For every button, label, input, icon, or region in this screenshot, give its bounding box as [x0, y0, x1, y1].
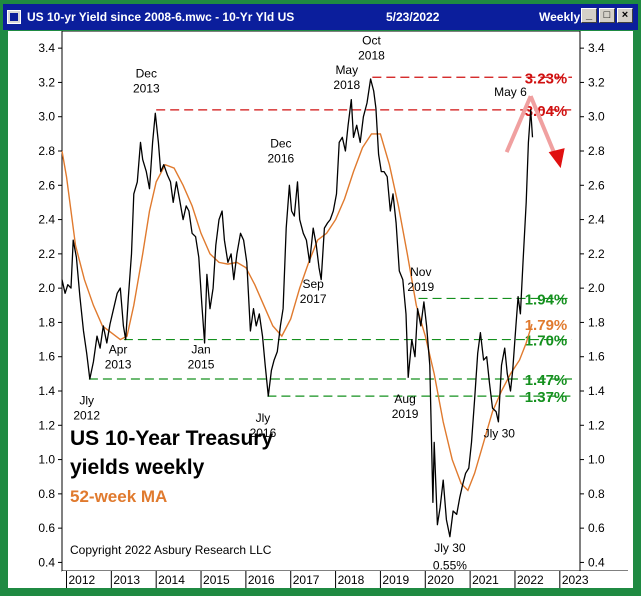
y-tick-label-left: 2.8: [38, 144, 55, 158]
date-annotation: Sep 2017: [300, 277, 327, 306]
y-tick-label-right: 3.2: [588, 75, 605, 89]
x-axis-band: [62, 571, 628, 588]
y-tick-label-right: 0.6: [588, 521, 605, 535]
x-tick-label: 2014: [158, 573, 185, 587]
title-bar[interactable]: US 10-yr Yield since 2008-6.mwc - 10-Yr …: [3, 4, 638, 30]
date-annotation: Dec 2013: [133, 66, 160, 95]
y-tick-label-left: 0.6: [38, 521, 55, 535]
date-annotation: Apr 2013: [105, 342, 132, 371]
up-arrow-shaft: [504, 95, 533, 153]
y-tick-label-right: 1.6: [588, 350, 605, 364]
chart-title-line2: yields weekly: [70, 456, 205, 479]
resistance-level-label: 3.23%: [525, 70, 568, 87]
y-tick-label-left: 0.4: [38, 555, 55, 569]
period-label: Weekly: [539, 10, 581, 24]
support-level-label: 1.94%: [525, 291, 568, 308]
y-tick-label-right: 0.8: [588, 487, 605, 501]
x-tick-label: 2013: [113, 573, 140, 587]
x-tick-label: 2016: [248, 573, 275, 587]
date-annotation: Dec 2016: [268, 137, 295, 166]
y-tick-label-left: 3.2: [38, 75, 55, 89]
window-title: US 10-yr Yield since 2008-6.mwc - 10-Yr …: [27, 10, 295, 24]
y-tick-label-right: 3.0: [588, 110, 605, 124]
y-tick-label-right: 2.8: [588, 144, 605, 158]
support-level-label: 1.70%: [525, 333, 568, 350]
minimize-button[interactable]: _: [581, 8, 597, 23]
y-tick-label-right: 1.4: [588, 384, 605, 398]
window-date: 5/23/2022: [386, 10, 440, 24]
close-button[interactable]: ×: [617, 8, 633, 23]
y-tick-label-left: 3.0: [38, 110, 55, 124]
date-annotation: Aug 2019: [392, 392, 419, 421]
maximize-button[interactable]: □: [599, 8, 615, 23]
y-tick-label-right: 2.0: [588, 281, 605, 295]
x-tick-label: 2019: [382, 573, 409, 587]
date-annotation: May 6: [494, 85, 527, 99]
y-tick-label-left: 2.6: [38, 178, 55, 192]
plot-area: [61, 30, 581, 572]
y-tick-label-right: 2.6: [588, 178, 605, 192]
date-annotation: Nov 2019: [407, 265, 434, 294]
date-annotation: Oct 2018: [358, 34, 385, 63]
x-tick-label: 2022: [517, 573, 544, 587]
date-annotation: Jly 2016: [250, 411, 277, 440]
x-tick-label: 2018: [338, 573, 365, 587]
date-annotation: Jly 30: [434, 541, 466, 555]
app-icon[interactable]: [7, 10, 21, 24]
down-arrow-shaft: [528, 95, 557, 155]
date-annotation: Jan 2015: [188, 342, 215, 371]
y-tick-label-left: 2.2: [38, 247, 55, 261]
y-tick-label-left: 1.4: [38, 384, 55, 398]
x-tick-label: 2023: [562, 573, 589, 587]
y-tick-label-right: 0.4: [588, 555, 605, 569]
yield-chart: 3.23%3.04%1.94%1.79%1.70%1.47%1.37% Jly 2…: [38, 30, 628, 588]
copyright-text: Copyright 2022 Asbury Research LLC: [70, 543, 272, 557]
date-annotation: Jly 2012: [73, 394, 100, 423]
ma-level-label: 1.79%: [525, 317, 568, 334]
y-tick-label-right: 1.8: [588, 315, 605, 329]
y-tick-label-left: 1.2: [38, 418, 55, 432]
y-tick-label-right: 3.4: [588, 41, 605, 55]
y-tick-label-right: 2.2: [588, 247, 605, 261]
x-tick-label: 2017: [293, 573, 320, 587]
y-tick-label-left: 1.8: [38, 315, 55, 329]
ma-legend-label: 52-week MA: [70, 487, 167, 506]
y-tick-label-left: 1.0: [38, 453, 55, 467]
x-tick-label: 2021: [472, 573, 499, 587]
x-tick-label: 2015: [203, 573, 230, 587]
chart-title-line1: US 10-Year Treasury: [70, 427, 273, 450]
support-level-label: 1.47%: [525, 372, 568, 389]
support-level-label: 1.37%: [525, 389, 568, 406]
chart-panel: 3.23% 3.04% 1.94% 1.79% 1.70% 1.47% 1.37% Jly 2…: [8, 30, 633, 588]
y-tick-label-right: 1.0: [588, 453, 605, 467]
y-tick-label-left: 2.0: [38, 281, 55, 295]
y-tick-label-right: 2.4: [588, 213, 605, 227]
down-arrow-head: [548, 148, 565, 169]
y-tick-label-right: 1.2: [588, 418, 605, 432]
y-tick-label-left: 2.4: [38, 213, 55, 227]
x-tick-label: 2020: [427, 573, 454, 587]
ma-line: [61, 133, 533, 492]
date-annotation: 0.55%: [433, 558, 467, 572]
y-tick-label-left: 3.4: [38, 41, 55, 55]
y-tick-label-left: 1.6: [38, 350, 55, 364]
date-annotation: May 2018: [333, 63, 360, 92]
yield-line: [61, 78, 534, 538]
date-annotation: Jly 30: [484, 426, 516, 440]
x-tick-label: 2012: [68, 573, 95, 587]
y-tick-label-left: 0.8: [38, 487, 55, 501]
